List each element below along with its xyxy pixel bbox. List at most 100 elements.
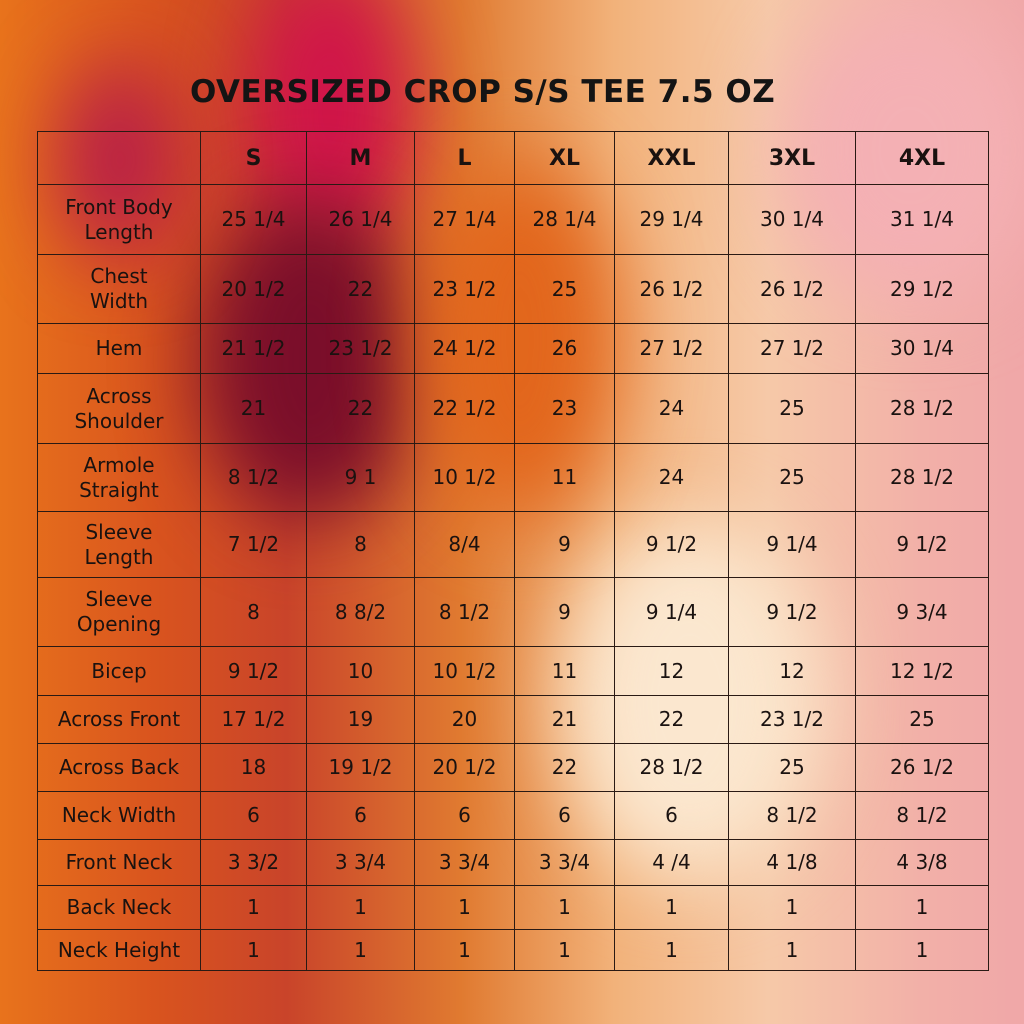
measure-cell: 1 (514, 929, 615, 971)
measure-cell: 22 1/2 (414, 373, 515, 444)
measure-cell: 9 1/2 (855, 511, 989, 578)
row-label: Hem (37, 323, 201, 374)
measure-cell: 28 1/2 (855, 443, 989, 512)
measure-cell: 1 (200, 929, 307, 971)
measure-cell: 3 3/4 (514, 839, 615, 886)
measure-cell: 26 1/2 (855, 743, 989, 792)
measure-cell: 25 (728, 373, 856, 444)
table-row: Across Back 18 19 1/2 20 1/2 22 28 1/2 25 26 1/… (37, 743, 989, 792)
row-label: Sleeve Length (37, 511, 201, 578)
measure-cell: 1 (728, 929, 856, 971)
measure-cell: 1 (306, 929, 415, 971)
measure-cell: 9 3/4 (855, 577, 989, 647)
title: OVERSIZED CROP S/S TEE 7.5 OZ (190, 74, 776, 110)
measure-cell: 28 1/2 (855, 373, 989, 444)
measure-cell: 20 1/2 (200, 254, 307, 324)
row-label: Back Neck (37, 885, 201, 930)
measure-cell: 23 1/2 (306, 323, 415, 374)
measure-cell: 27 1/2 (614, 323, 729, 374)
measure-cell: 8/4 (414, 511, 515, 578)
measure-cell: 23 (514, 373, 615, 444)
measure-cell: 8 1/2 (728, 791, 856, 840)
table-row: Armole Straight 8 1/2 9 1 10 1/2 11 24 25 28 1/… (37, 443, 989, 512)
measure-cell: 30 1/4 (855, 323, 989, 374)
measure-cell: 8 1/2 (855, 791, 989, 840)
measure-cell: 21 1/2 (200, 323, 307, 374)
measure-cell: 8 1/2 (414, 577, 515, 647)
table-row: Across Shoulder 21 22 22 1/2 23 24 25 28 1/2 (37, 373, 989, 444)
measure-cell: 19 1/2 (306, 743, 415, 792)
table-row: Neck Width 6 6 6 6 6 8 1/2 8 1/2 (37, 791, 989, 840)
size-header: 4XL (855, 131, 989, 185)
measure-cell: 20 (414, 695, 515, 744)
table-row: Hem 21 1/2 23 1/2 24 1/2 26 27 1/2 27 1/2 30 1/… (37, 323, 989, 374)
measure-cell: 19 (306, 695, 415, 744)
measure-cell: 3 3/2 (200, 839, 307, 886)
table-row: Sleeve Length 7 1/2 8 8/4 9 9 1/2 9 1/4 9 1/2 (37, 511, 989, 578)
table-row: Front Neck 3 3/2 3 3/4 3 3/4 3 3/4 4 /4 4 1/8 4… (37, 839, 989, 886)
measure-cell: 9 (514, 511, 615, 578)
header-row: S M L XL XXL 3XL 4XL (37, 131, 989, 185)
measure-cell: 25 (728, 443, 856, 512)
measure-cell: 6 (514, 791, 615, 840)
measure-cell: 9 1 (306, 443, 415, 512)
measure-cell: 24 (614, 443, 729, 512)
measure-cell: 27 1/4 (414, 184, 515, 255)
measure-cell: 10 1/2 (414, 646, 515, 696)
size-header: M (306, 131, 415, 185)
measure-cell: 8 (306, 511, 415, 578)
measure-cell: 6 (200, 791, 307, 840)
row-label: Sleeve Opening (37, 577, 201, 647)
size-header: 3XL (728, 131, 856, 185)
measure-cell: 12 (614, 646, 729, 696)
measure-cell: 26 1/2 (728, 254, 856, 324)
row-label: Across Back (37, 743, 201, 792)
measure-cell: 6 (614, 791, 729, 840)
measure-cell: 1 (200, 885, 307, 930)
row-label: Front Neck (37, 839, 201, 886)
table-row: Back Neck 1 1 1 1 1 1 1 (37, 885, 989, 930)
measure-cell: 28 1/2 (614, 743, 729, 792)
table-row: Chest Width 20 1/2 22 23 1/2 25 26 1/2 26 1/2 2… (37, 254, 989, 324)
measure-cell: 30 1/4 (728, 184, 856, 255)
row-label: Chest Width (37, 254, 201, 324)
measure-cell: 25 (514, 254, 615, 324)
measure-cell: 1 (614, 885, 729, 930)
measure-cell: 18 (200, 743, 307, 792)
row-label: Bicep (37, 646, 201, 696)
measure-cell: 26 1/4 (306, 184, 415, 255)
measure-cell: 9 1/2 (200, 646, 307, 696)
measure-cell: 26 1/2 (614, 254, 729, 324)
measure-cell: 9 (514, 577, 615, 647)
measure-cell: 1 (414, 885, 515, 930)
measure-cell: 1 (414, 929, 515, 971)
measure-cell: 17 1/2 (200, 695, 307, 744)
measure-cell: 1 (614, 929, 729, 971)
measure-cell: 12 (728, 646, 856, 696)
measure-cell: 21 (514, 695, 615, 744)
measure-cell: 25 1/4 (200, 184, 307, 255)
measure-cell: 4 /4 (614, 839, 729, 886)
measure-cell: 1 (728, 885, 856, 930)
row-label: Across Shoulder (37, 373, 201, 444)
table-row: Bicep 9 1/2 10 10 1/2 11 12 12 12 1/2 (37, 646, 989, 696)
measure-cell: 21 (200, 373, 307, 444)
measure-cell: 6 (306, 791, 415, 840)
measure-cell: 3 3/4 (414, 839, 515, 886)
measure-cell: 1 (514, 885, 615, 930)
measure-cell: 9 1/2 (728, 577, 856, 647)
measure-cell: 22 (306, 373, 415, 444)
measure-cell: 29 1/2 (855, 254, 989, 324)
measure-cell: 7 1/2 (200, 511, 307, 578)
table-row: Neck Height 1 1 1 1 1 1 1 (37, 929, 989, 971)
row-label: Neck Width (37, 791, 201, 840)
row-label: Neck Height (37, 929, 201, 971)
measure-cell: 25 (855, 695, 989, 744)
measure-cell: 9 1/4 (728, 511, 856, 578)
measure-cell: 4 1/8 (728, 839, 856, 886)
measure-cell: 3 3/4 (306, 839, 415, 886)
row-label: Across Front (37, 695, 201, 744)
size-header: L (414, 131, 515, 185)
measure-cell: 8 8/2 (306, 577, 415, 647)
